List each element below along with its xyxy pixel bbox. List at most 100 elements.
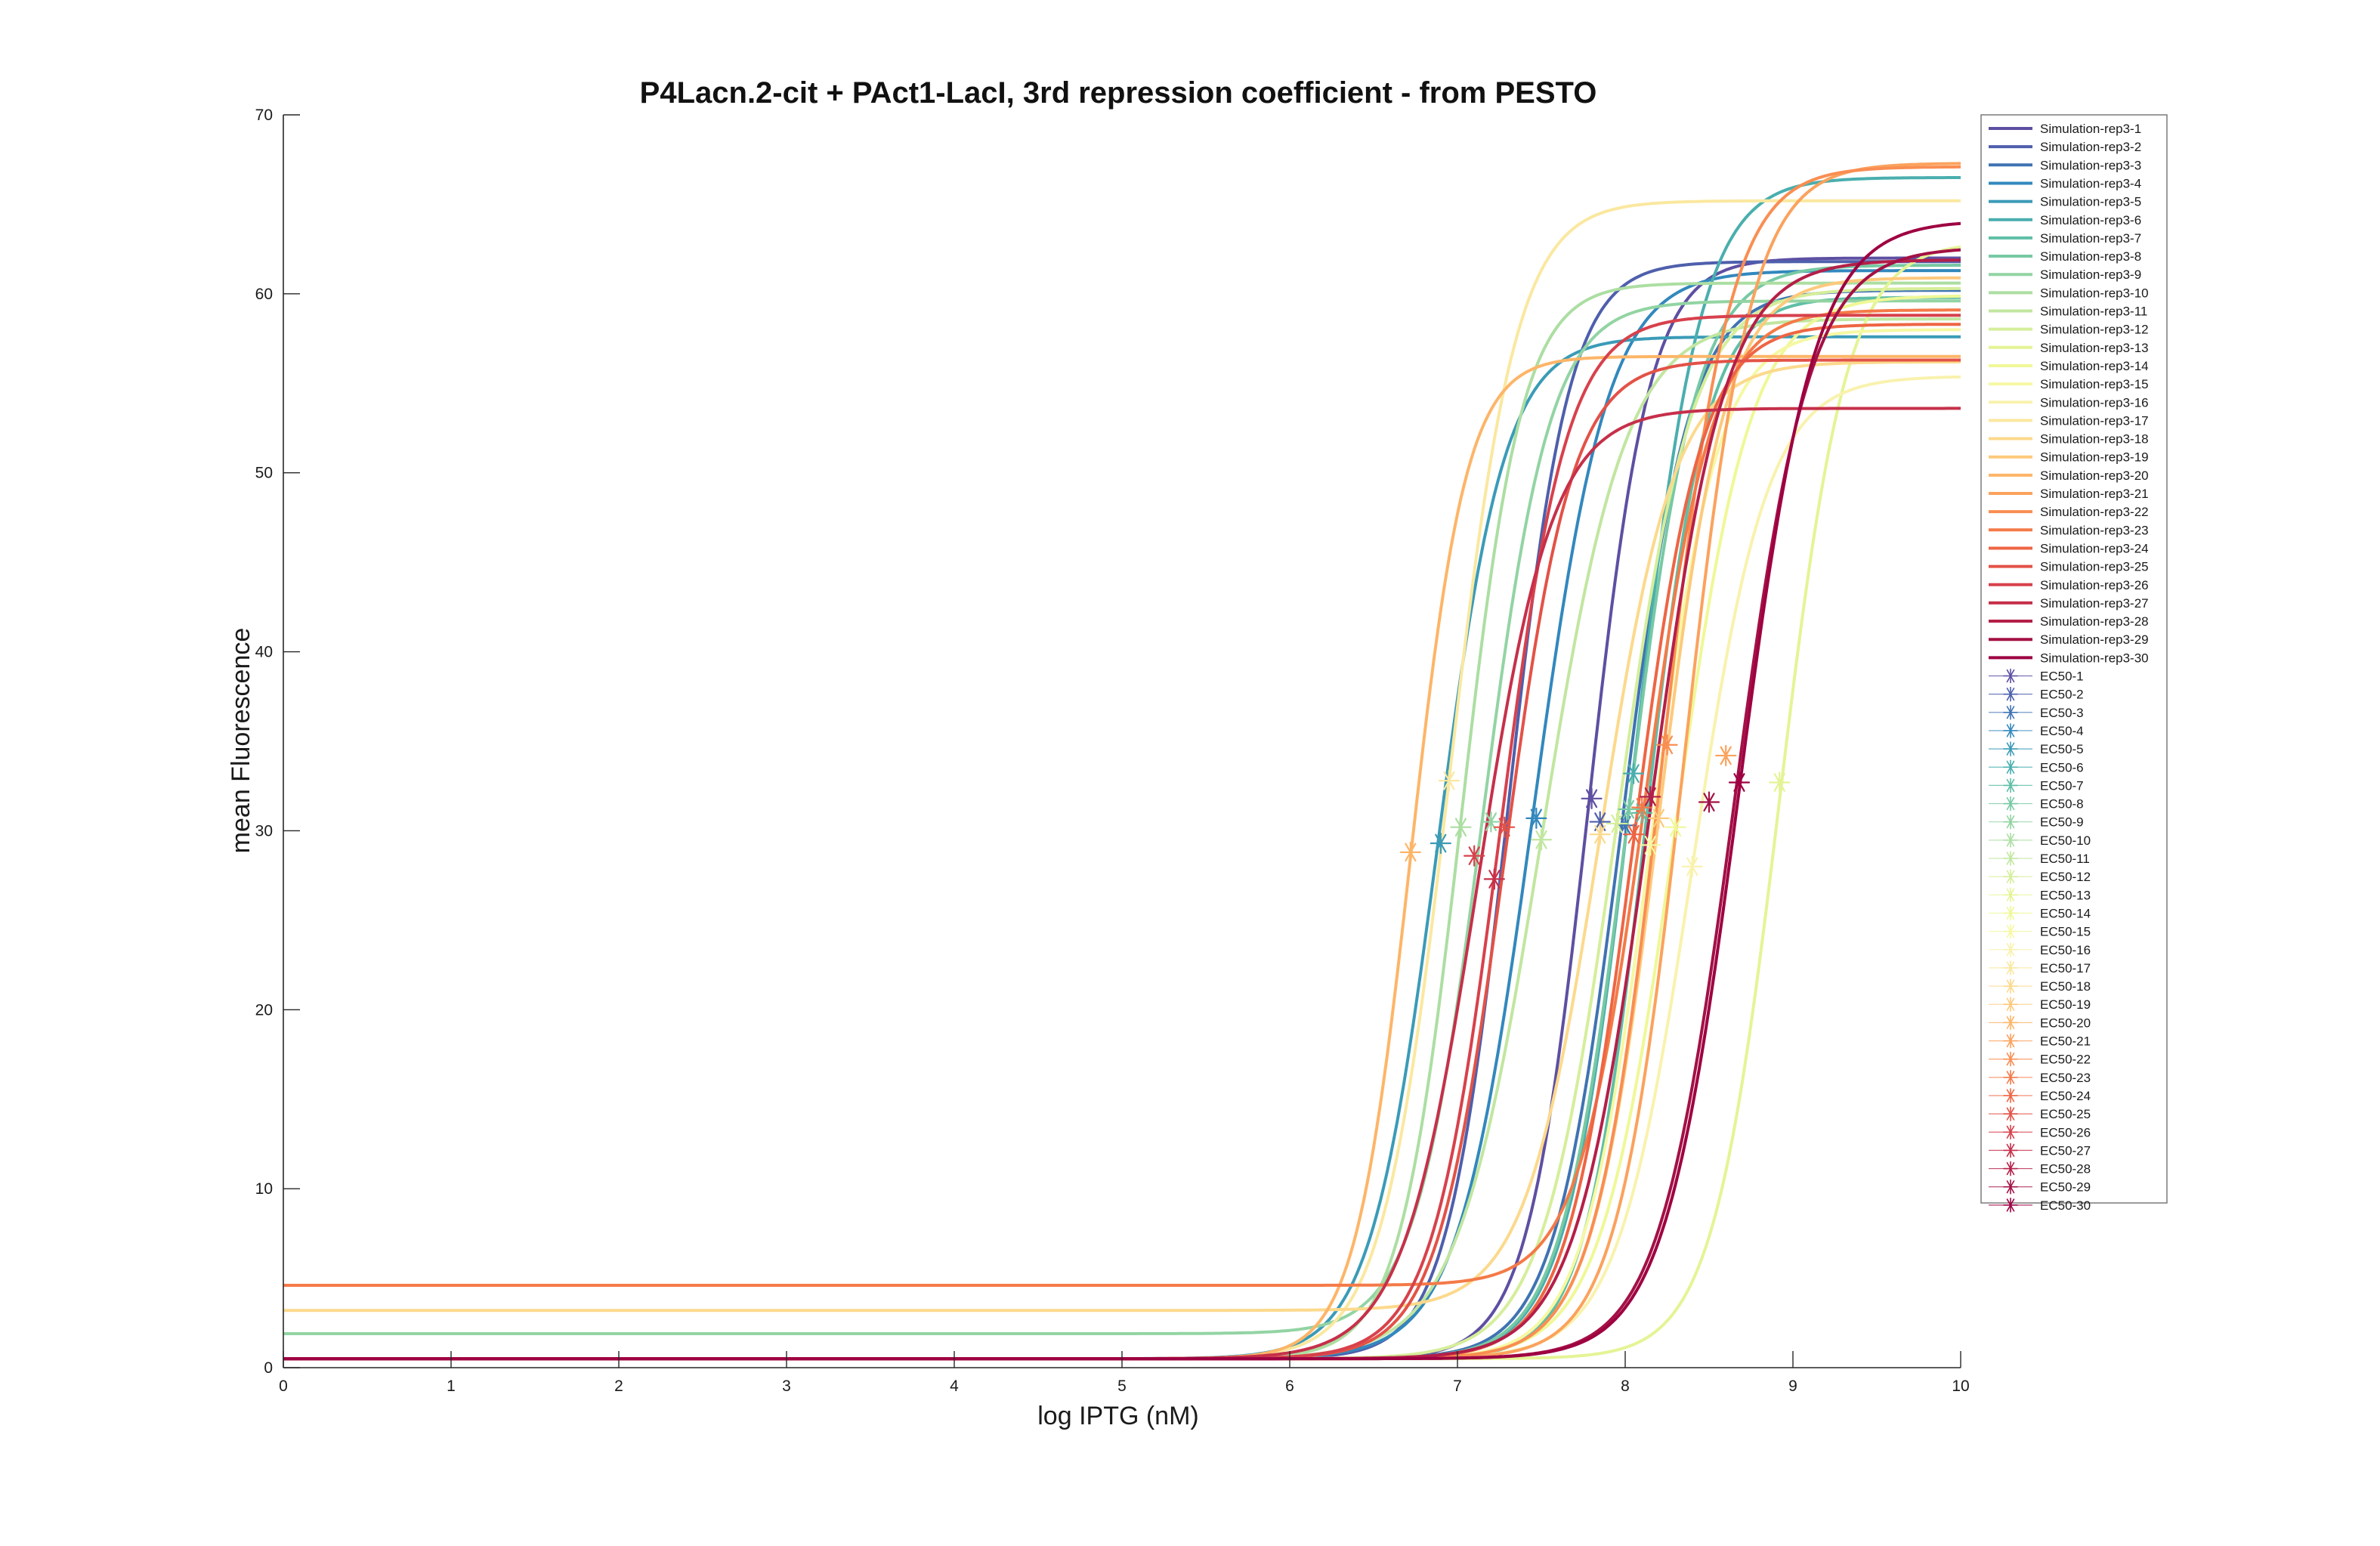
legend-marker-label-1: EC50-1 [2040,669,2084,684]
ec50-marker-24 [1623,824,1645,846]
legend-label-25: Simulation-rep3-25 [2040,560,2149,574]
ec50-marker-8 [1618,798,1640,821]
legend-marker-17 [2003,960,2018,976]
legend-marker-2 [2003,686,2018,702]
y-tick-label: 30 [255,822,273,839]
ec50-marker-1 [1581,787,1603,809]
legend-marker-label-16: EC50-16 [2040,943,2091,957]
legend-marker-label-4: EC50-4 [2040,724,2084,738]
x-tick-label: 4 [950,1377,959,1395]
ec50-marker-17 [1438,770,1460,792]
ec50-marker-16 [1681,855,1703,877]
ec50-marker-11 [1530,829,1553,851]
x-tick-label: 10 [1952,1377,1969,1395]
series-line-18 [283,360,1961,1313]
ec50-marker-22 [1656,734,1678,756]
legend-label-8: Simulation-rep3-8 [2040,249,2141,264]
legend-marker-8 [2003,796,2018,812]
legend-marker-label-2: EC50-2 [2040,688,2084,702]
y-tick-label: 60 [255,286,273,303]
legend-marker-20 [2003,1015,2018,1031]
ec50-marker-14 [1664,816,1686,838]
legend-marker-25 [2003,1106,2018,1121]
y-tick-label: 20 [255,1001,273,1019]
ec50-markers [1399,734,1791,890]
legend-label-28: Simulation-rep3-28 [2040,614,2149,629]
y-axis-label: mean Fluorescence [227,628,255,854]
x-tick-label: 2 [614,1377,623,1395]
legend-label-23: Simulation-rep3-23 [2040,523,2149,537]
legend-marker-label-23: EC50-23 [2040,1071,2091,1085]
legend-marker-10 [2003,833,2018,848]
legend-label-3: Simulation-rep3-3 [2040,158,2141,172]
legend-marker-24 [2003,1088,2018,1103]
x-tick-label: 7 [1453,1377,1462,1395]
legend-marker-14 [2003,905,2018,921]
series-line-23 [283,308,1961,1287]
ec50-marker-30 [1728,771,1751,793]
ec50-marker-29 [1698,791,1720,813]
legend-marker-12 [2003,869,2018,884]
legend-marker-3 [2003,704,2018,720]
legend-box [1980,114,2168,1204]
legend-marker-label-14: EC50-14 [2040,906,2091,920]
legend-marker-label-17: EC50-17 [2040,961,2091,976]
legend-marker-label-11: EC50-11 [2040,852,2090,866]
legend-marker-label-20: EC50-20 [2040,1016,2091,1030]
legend-marker-label-9: EC50-9 [2040,815,2084,830]
ec50-marker-12 [1606,812,1627,835]
legend-label-24: Simulation-rep3-24 [2040,541,2149,555]
legend-label-30: Simulation-rep3-30 [2040,651,2149,665]
legend-marker-18 [2003,979,2018,994]
plot-area: 0 1 2 3 4 5 6 7 8 9 10 0 10 20 30 40 50 60 70 [255,107,1970,1395]
ec50-marker-26 [1464,845,1485,867]
legend-marker-21 [2003,1033,2018,1049]
ec50-marker-19 [1648,807,1670,829]
legend-marker-label-29: EC50-29 [2040,1180,2091,1195]
ec50-marker-15 [1640,834,1661,856]
legend-marker-16 [2003,942,2018,957]
x-tick-label: 9 [1788,1377,1797,1395]
y-tick-label: 50 [255,465,273,482]
legend-marker-5 [2003,741,2018,756]
legend-marker-label-28: EC50-28 [2040,1162,2091,1177]
legend-label-11: Simulation-rep3-11 [2040,305,2147,319]
legend-marker-13 [2003,887,2018,903]
legend-marker-27 [2003,1142,2018,1158]
ec50-marker-6 [1623,762,1645,784]
legend-label-5: Simulation-rep3-5 [2040,195,2141,209]
x-tick-label: 6 [1285,1377,1294,1395]
ec50-marker-28 [1640,786,1661,808]
axes: 0 1 2 3 4 5 6 7 8 9 10 0 10 20 30 40 50 60 70 [255,107,1970,1395]
ec50-marker-18 [1589,824,1611,846]
legend-marker-label-3: EC50-3 [2040,706,2084,720]
legend-label-6: Simulation-rep3-6 [2040,213,2141,227]
legend-marker-label-15: EC50-15 [2040,925,2091,939]
legend-label-10: Simulation-rep3-10 [2040,286,2149,300]
legend-marker-6 [2003,759,2018,775]
ec50-marker-13 [1769,771,1791,793]
legend-marker-30 [2003,1198,2018,1213]
y-tick-label: 40 [255,644,273,661]
legend-marker-label-27: EC50-27 [2040,1143,2091,1158]
legend-marker-label-30: EC50-30 [2040,1198,2091,1213]
legend-marker-11 [2003,851,2018,866]
y-tick-label: 0 [264,1359,273,1377]
legend-marker-29 [2003,1179,2018,1195]
y-tick-label: 10 [255,1180,273,1198]
legend-marker-label-8: EC50-8 [2040,797,2084,812]
x-tick-label: 8 [1621,1377,1630,1395]
x-tick-label: 5 [1117,1377,1127,1395]
legend-marker-15 [2003,923,2018,939]
legend-label-20: Simulation-rep3-20 [2040,468,2149,483]
legend-marker-label-21: EC50-21 [2040,1034,2091,1049]
legend-marker-label-10: EC50-10 [2040,833,2091,848]
ec50-marker-23 [1631,796,1653,818]
legend-marker-label-7: EC50-7 [2040,778,2084,793]
ec50-marker-21 [1715,744,1737,767]
x-axis-label: log IPTG (nM) [1037,1402,1198,1430]
ec50-marker-20 [1399,841,1421,863]
legend-label-18: Simulation-rep3-18 [2040,432,2149,447]
legend-label-14: Simulation-rep3-14 [2040,359,2149,373]
legend-marker-23 [2003,1070,2018,1085]
